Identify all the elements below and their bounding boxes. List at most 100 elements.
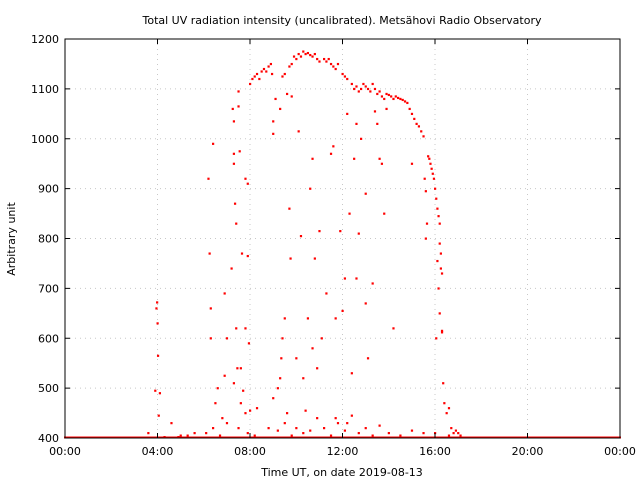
data-point: [231, 107, 234, 111]
data-point: [336, 422, 340, 425]
data-point: [283, 317, 286, 320]
y-tick-label: 800: [38, 233, 59, 246]
data-point: [299, 55, 303, 58]
data-point: [443, 402, 446, 405]
data-point: [334, 417, 337, 420]
data-point: [267, 427, 270, 430]
data-point: [350, 414, 353, 417]
data-point: [295, 57, 298, 61]
data-point: [155, 307, 158, 310]
data-point: [420, 130, 423, 133]
data-point: [316, 367, 319, 370]
data-point: [450, 427, 453, 430]
data-point: [193, 432, 196, 435]
x-tick-label: 20:00: [512, 445, 544, 458]
data-point: [235, 222, 238, 225]
data-point: [297, 130, 300, 133]
data-point: [232, 382, 236, 385]
data-point: [410, 162, 414, 165]
data-point: [445, 412, 448, 415]
data-point: [244, 412, 247, 415]
data-point: [304, 52, 307, 56]
data-point: [437, 287, 440, 290]
data-point: [373, 87, 377, 91]
data-point: [288, 207, 291, 210]
data-point: [343, 75, 347, 78]
data-point: [276, 387, 279, 390]
data-point: [376, 92, 379, 96]
data-point: [325, 292, 328, 295]
axes: 00:00 04:00 08:00 12:00 16:00 20:00 00:0040050…: [31, 33, 636, 458]
data-point: [417, 125, 421, 128]
data-point: [424, 190, 427, 193]
data-point: [336, 62, 340, 66]
data-point: [258, 77, 261, 81]
data-point: [385, 92, 388, 96]
data-point: [272, 120, 275, 123]
data-point: [332, 65, 335, 68]
data-point: [306, 51, 310, 55]
data-point: [376, 122, 379, 125]
data-point: [378, 157, 381, 160]
data-point: [435, 197, 438, 200]
data-point: [387, 432, 390, 435]
data-point: [179, 434, 182, 437]
data-point: [366, 87, 370, 91]
y-tick-label: 900: [38, 183, 59, 196]
data-point: [297, 52, 300, 56]
data-point: [237, 90, 240, 93]
data-point: [309, 429, 312, 432]
data-point: [440, 272, 444, 275]
data-point: [186, 434, 189, 437]
data-point: [255, 407, 259, 410]
data-point: [304, 409, 307, 412]
data-point: [408, 107, 411, 111]
plot-frame: [64, 38, 621, 439]
data-point: [437, 215, 440, 218]
data-point: [439, 267, 442, 270]
y-tick-label: 1100: [31, 83, 59, 96]
data-point: [430, 167, 433, 170]
grid-lines: [65, 39, 620, 438]
data-point: [323, 57, 326, 61]
data-point: [399, 434, 402, 437]
data-point: [295, 357, 298, 360]
data-point: [267, 65, 270, 68]
data-point: [447, 407, 451, 410]
data-point: [253, 434, 256, 437]
data-point: [357, 90, 360, 93]
data-point: [329, 152, 333, 155]
data-point: [316, 57, 319, 61]
data-point: [353, 87, 356, 91]
data-point: [442, 382, 445, 385]
data-point: [452, 432, 455, 435]
data-point: [422, 432, 425, 435]
data-point: [237, 105, 240, 108]
data-point: [156, 354, 160, 357]
data-point: [244, 177, 247, 180]
data-point: [355, 122, 358, 125]
data-point: [269, 62, 273, 66]
data-point: [329, 62, 333, 66]
data-point: [438, 222, 441, 225]
data-point: [334, 317, 337, 320]
data-point: [236, 367, 239, 370]
data-point: [274, 97, 277, 101]
data-point: [239, 367, 242, 370]
data-point: [223, 374, 226, 377]
x-tick-label: 08:00: [234, 445, 266, 458]
data-point: [218, 434, 222, 437]
data-point: [438, 242, 441, 245]
data-point: [232, 162, 236, 165]
data-point: [410, 429, 414, 432]
data-point: [346, 77, 349, 81]
y-tick-label: 600: [38, 332, 59, 345]
data-point: [158, 392, 162, 395]
data-point: [428, 157, 431, 160]
data-point: [242, 389, 245, 392]
data-point: [399, 97, 402, 101]
data-point: [249, 409, 252, 412]
data-point: [424, 237, 427, 240]
data-point: [290, 62, 293, 66]
